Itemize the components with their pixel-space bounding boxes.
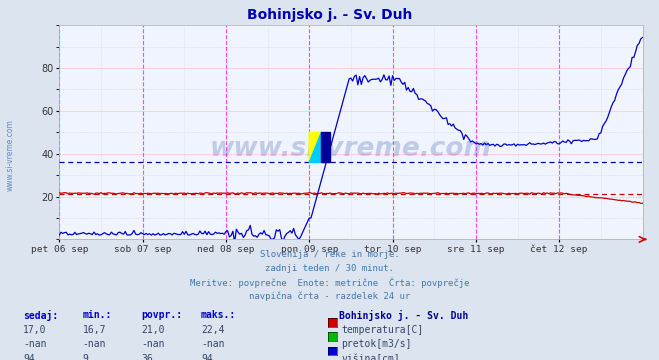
Text: min.:: min.: (82, 310, 112, 320)
Text: 17,0: 17,0 (23, 325, 47, 335)
Text: zadnji teden / 30 minut.: zadnji teden / 30 minut. (265, 264, 394, 273)
Text: www.si-vreme.com: www.si-vreme.com (5, 119, 14, 191)
Text: navpična črta - razdelek 24 ur: navpična črta - razdelek 24 ur (249, 291, 410, 301)
Text: višina[cm]: višina[cm] (341, 354, 400, 360)
Polygon shape (309, 132, 322, 162)
Text: 94: 94 (23, 354, 35, 360)
Text: temperatura[C]: temperatura[C] (341, 325, 424, 335)
Text: -nan: -nan (82, 339, 106, 349)
Text: 21,0: 21,0 (142, 325, 165, 335)
Text: pretok[m3/s]: pretok[m3/s] (341, 339, 412, 349)
Text: 16,7: 16,7 (82, 325, 106, 335)
Bar (322, 132, 330, 162)
Text: 94: 94 (201, 354, 213, 360)
Text: povpr.:: povpr.: (142, 310, 183, 320)
Text: Bohinjsko j. - Sv. Duh: Bohinjsko j. - Sv. Duh (339, 310, 469, 321)
Text: -nan: -nan (201, 339, 225, 349)
Text: Bohinjsko j. - Sv. Duh: Bohinjsko j. - Sv. Duh (247, 8, 412, 22)
Text: www.si-vreme.com: www.si-vreme.com (210, 136, 492, 162)
Text: -nan: -nan (23, 339, 47, 349)
Text: maks.:: maks.: (201, 310, 236, 320)
Text: 36: 36 (142, 354, 154, 360)
Text: sedaj:: sedaj: (23, 310, 58, 321)
Text: -nan: -nan (142, 339, 165, 349)
Text: 22,4: 22,4 (201, 325, 225, 335)
Polygon shape (309, 132, 322, 162)
Text: 9: 9 (82, 354, 88, 360)
Text: Meritve: povprečne  Enote: metrične  Črta: povprečje: Meritve: povprečne Enote: metrične Črta:… (190, 278, 469, 288)
Text: Slovenija / reke in morje.: Slovenija / reke in morje. (260, 250, 399, 259)
